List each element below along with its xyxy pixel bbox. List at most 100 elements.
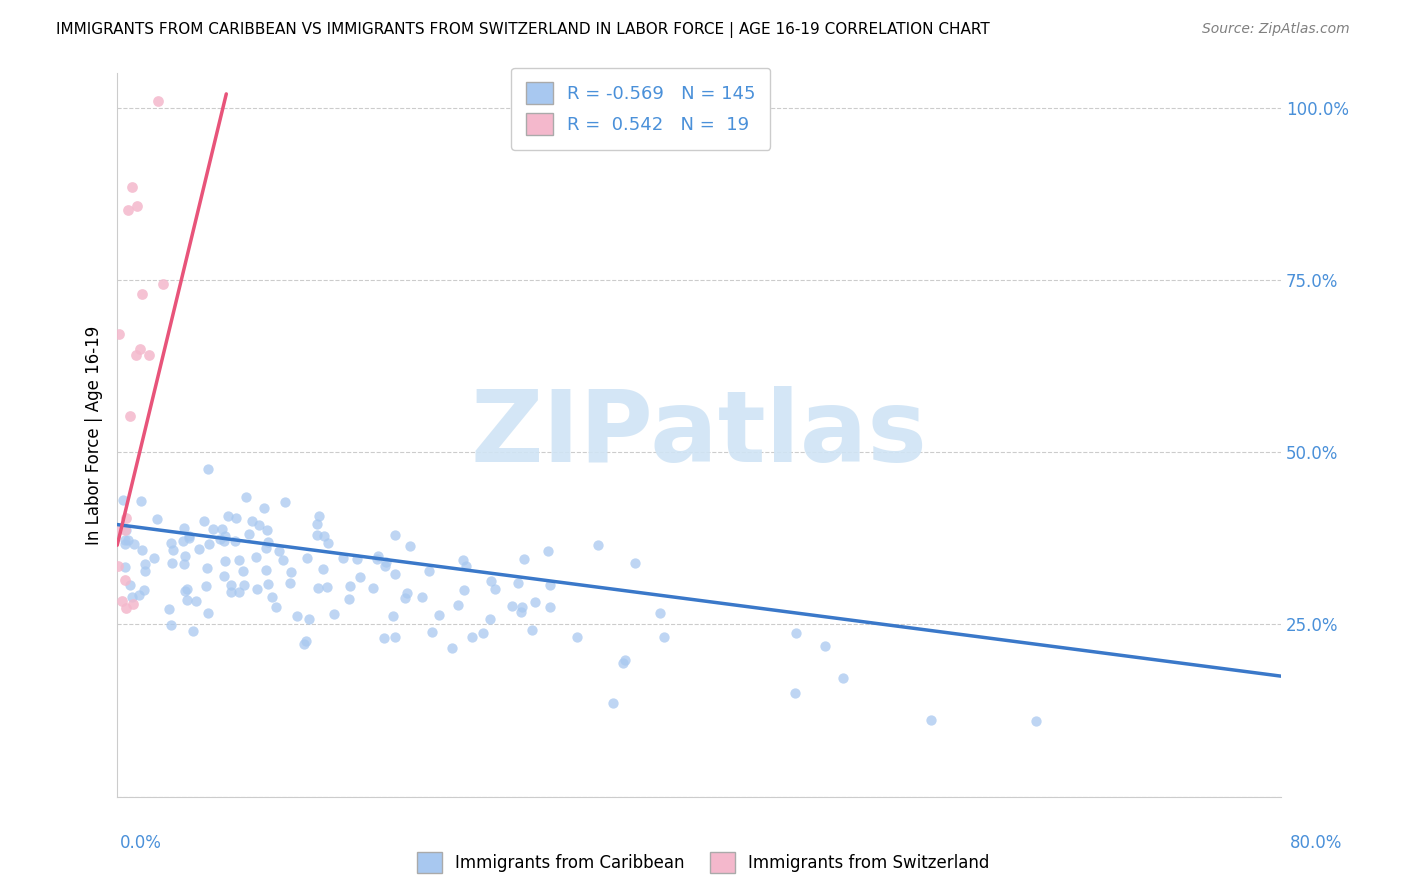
Point — [394, 591, 416, 606]
Point — [262, 590, 284, 604]
Point — [269, 543, 291, 558]
Point — [524, 595, 547, 609]
Point — [308, 508, 330, 523]
Point — [202, 522, 225, 536]
Point — [920, 714, 942, 728]
Point — [484, 582, 506, 597]
Point — [1025, 714, 1047, 729]
Point — [142, 551, 165, 566]
Point — [114, 523, 136, 537]
Point — [114, 533, 136, 547]
Point — [112, 493, 135, 508]
Point — [349, 570, 371, 584]
Point — [652, 630, 675, 644]
Point — [305, 528, 328, 542]
Point — [332, 550, 354, 565]
Point — [228, 553, 250, 567]
Y-axis label: In Labor Force | Age 16-19: In Labor Force | Age 16-19 — [86, 326, 103, 545]
Text: 80.0%: 80.0% — [1291, 834, 1343, 852]
Point — [420, 625, 443, 640]
Point — [114, 523, 136, 537]
Point — [138, 348, 160, 362]
Point — [198, 537, 221, 551]
Point — [146, 512, 169, 526]
Point — [211, 522, 233, 536]
Point — [538, 599, 561, 614]
Point — [479, 574, 502, 588]
Point — [513, 551, 536, 566]
Point — [173, 583, 195, 598]
Point — [232, 564, 254, 578]
Point — [536, 543, 558, 558]
Point — [447, 598, 470, 612]
Point — [114, 560, 136, 574]
Point — [212, 534, 235, 549]
Point — [384, 528, 406, 542]
Point — [160, 617, 183, 632]
Point — [254, 564, 277, 578]
Point — [181, 624, 204, 638]
Point — [128, 588, 150, 602]
Point — [292, 637, 315, 651]
Point — [440, 640, 463, 655]
Point — [125, 199, 148, 213]
Legend: R = -0.569   N = 145, R =  0.542   N =  19: R = -0.569 N = 145, R = 0.542 N = 19 — [512, 68, 770, 150]
Point — [399, 539, 422, 553]
Point — [287, 609, 309, 624]
Point — [246, 582, 269, 596]
Point — [193, 514, 215, 528]
Text: IMMIGRANTS FROM CARIBBEAN VS IMMIGRANTS FROM SWITZERLAND IN LABOR FORCE | AGE 16: IMMIGRANTS FROM CARIBBEAN VS IMMIGRANTS … — [56, 22, 990, 38]
Text: Source: ZipAtlas.com: Source: ZipAtlas.com — [1202, 22, 1350, 37]
Point — [160, 556, 183, 570]
Point — [108, 326, 131, 341]
Point — [565, 630, 588, 644]
Point — [253, 501, 276, 516]
Point — [124, 537, 146, 551]
Point — [411, 591, 433, 605]
Point — [173, 549, 195, 563]
Point — [115, 511, 138, 525]
Point — [294, 634, 316, 648]
Point — [374, 555, 396, 569]
Point — [173, 558, 195, 572]
Point — [217, 509, 239, 524]
Point — [520, 623, 543, 637]
Text: 0.0%: 0.0% — [120, 834, 162, 852]
Point — [367, 549, 389, 563]
Point — [219, 584, 242, 599]
Point — [114, 573, 136, 587]
Point — [197, 461, 219, 475]
Point — [115, 600, 138, 615]
Point — [384, 630, 406, 644]
Point — [124, 348, 146, 362]
Point — [176, 582, 198, 596]
Point — [134, 557, 156, 571]
Point — [240, 514, 263, 528]
Point — [312, 562, 335, 576]
Point — [264, 599, 287, 614]
Point — [197, 561, 219, 575]
Point — [316, 580, 339, 594]
Point — [114, 537, 136, 551]
Point — [832, 672, 855, 686]
Point — [538, 577, 561, 591]
Point — [176, 593, 198, 607]
Point — [295, 551, 318, 566]
Point — [278, 576, 301, 591]
Point — [121, 590, 143, 604]
Point — [245, 549, 267, 564]
Point — [374, 559, 396, 574]
Point — [339, 579, 361, 593]
Point — [159, 602, 181, 616]
Point — [322, 607, 344, 621]
Point — [118, 578, 141, 592]
Point — [128, 342, 150, 356]
Point — [366, 551, 388, 566]
Point — [179, 531, 201, 545]
Point — [256, 523, 278, 537]
Point — [219, 577, 242, 591]
Point — [257, 534, 280, 549]
Point — [134, 564, 156, 578]
Point — [122, 597, 145, 611]
Point — [256, 576, 278, 591]
